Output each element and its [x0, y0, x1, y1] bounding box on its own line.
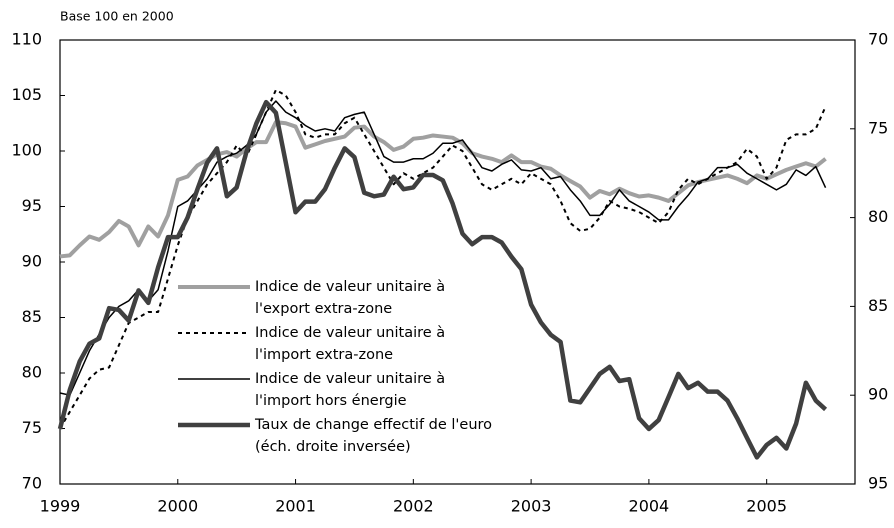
x-tick-label: 2000	[157, 497, 198, 516]
x-tick-label: 2005	[746, 497, 787, 516]
legend-label: Indice de valeur unitaire à l'export ext…	[255, 279, 446, 317]
y-tick-label: 75	[22, 418, 42, 437]
legend-label: Indice de valeur unitaire à l'import ext…	[255, 325, 446, 363]
y-tick-label: 80	[22, 363, 42, 382]
x-tick-label: 2001	[275, 497, 316, 516]
y2-tick-label: 75	[868, 118, 888, 137]
y2-tick-label: 80	[868, 207, 888, 226]
y2-tick-label: 90	[868, 385, 888, 404]
y2-tick-label: 95	[868, 474, 888, 493]
y2-tick-label: 70	[868, 30, 888, 49]
series-line	[59, 100, 827, 396]
series-line	[57, 99, 828, 460]
series-line	[59, 88, 827, 430]
axis-label: Base 100 en 2000	[60, 9, 174, 24]
y-tick-label: 70	[22, 474, 42, 493]
y-tick-label: 90	[22, 252, 42, 271]
x-tick-label: 2002	[393, 497, 434, 516]
x-tick-label: 2004	[629, 497, 670, 516]
y2-tick-label: 85	[868, 296, 888, 315]
x-tick-label: 2003	[511, 497, 552, 516]
x-tick-label: 1999	[40, 497, 81, 516]
y-tick-label: 95	[22, 196, 42, 215]
y-tick-label: 100	[11, 141, 42, 160]
legend-label: Indice de valeur unitaire à l'import hor…	[255, 371, 446, 409]
y-tick-label: 85	[22, 307, 42, 326]
y-tick-label: 110	[11, 30, 42, 49]
y-tick-label: 105	[11, 85, 42, 104]
legend-label: Taux de change effectif de l'euro (éch. …	[255, 417, 493, 455]
